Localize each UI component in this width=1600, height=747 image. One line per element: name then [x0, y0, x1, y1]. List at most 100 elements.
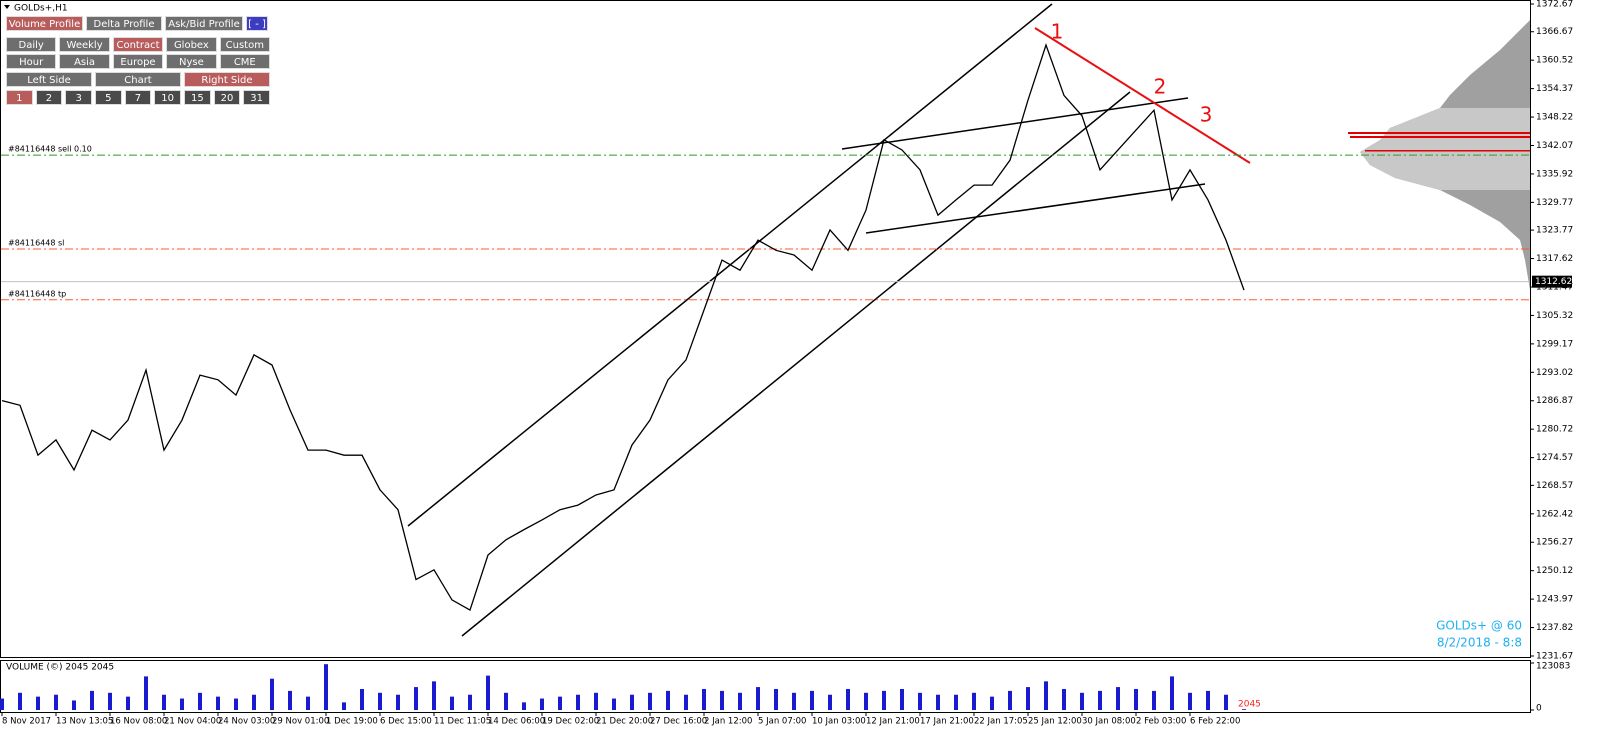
toolbar-button[interactable]: 7	[124, 90, 152, 105]
y-tick-label: 1329.77	[1536, 198, 1573, 208]
y-tick-label: 1250.12	[1536, 566, 1573, 576]
volume-bar	[396, 694, 400, 710]
y-tick-label: 1323.77	[1536, 226, 1573, 236]
x-tick-label: 30 Jan 08:00	[1082, 717, 1136, 727]
volume-bar	[504, 692, 508, 710]
y-tick-label: 1274.57	[1536, 453, 1573, 463]
volume-bar	[810, 690, 814, 710]
x-tick-label: 21 Dec 20:00	[596, 717, 653, 727]
volume-bar	[144, 676, 148, 710]
volume-bar	[1044, 681, 1048, 710]
toolbar-button[interactable]: Right Side	[184, 72, 270, 87]
volume-bar	[306, 696, 310, 710]
x-tick-label: 27 Dec 16:00	[650, 717, 707, 727]
volume-bar	[288, 690, 292, 710]
volume-bar	[216, 696, 220, 710]
toolbar-button[interactable]: Chart	[95, 72, 181, 87]
toolbar-button[interactable]: 10	[154, 90, 181, 105]
toolbar-button[interactable]: Daily	[6, 37, 57, 52]
x-tick-label: 10 Jan 03:00	[812, 717, 866, 727]
toolbar-button[interactable]: 1	[6, 90, 33, 105]
volume-bar	[198, 692, 202, 710]
x-tick-label: 25 Jan 12:00	[1028, 717, 1082, 727]
toolbar-button[interactable]: 5	[95, 90, 122, 105]
menu-triangle	[4, 5, 10, 9]
toolbar-button[interactable]: [ - ]	[246, 16, 268, 31]
y-tick-label: 1342.07	[1536, 141, 1573, 151]
toolbar-button[interactable]: Asia	[59, 54, 110, 69]
toolbar-button[interactable]: 31	[243, 90, 270, 105]
toolbar-button[interactable]: Custom	[219, 37, 270, 52]
volume-bar	[360, 688, 364, 710]
toolbar-button[interactable]: Hour	[6, 54, 57, 69]
toolbar-button[interactable]: Volume Profile	[6, 16, 83, 31]
volume-bar	[828, 694, 832, 710]
x-tick-label: 6 Dec 15:00	[380, 717, 432, 727]
toolbar-button[interactable]: Nyse	[166, 54, 217, 69]
y-tick-label: 1237.82	[1536, 623, 1573, 633]
volume-bar	[324, 664, 328, 710]
y-tick-label: 1280.72	[1536, 425, 1573, 435]
volume-bar	[486, 675, 490, 710]
toolbar-button[interactable]: 20	[213, 90, 241, 105]
x-tick-label: 2 Jan 12:00	[704, 717, 752, 727]
volume-bar	[918, 692, 922, 710]
volume-title: VOLUME (©) 2045 2045	[6, 663, 114, 673]
volume-bar	[936, 694, 940, 710]
volume-bar	[990, 696, 994, 710]
volume-bar	[702, 688, 706, 710]
volume-bar	[1224, 694, 1228, 710]
x-tick-label: 13 Nov 13:05	[56, 717, 113, 727]
current-price-label: 1312.62	[1535, 277, 1572, 287]
x-tick-label: 2 Feb 03:00	[1136, 717, 1186, 727]
x-tick-label: 24 Nov 03:00	[218, 717, 275, 727]
volume-bar	[414, 687, 418, 710]
x-tick-label: 5 Jan 07:00	[758, 717, 806, 727]
y-tick-label: 1256.27	[1536, 538, 1573, 548]
watermark: 8/2/2018 - 8:8	[1437, 636, 1522, 650]
y-tick-label: 1360.52	[1536, 56, 1573, 66]
volume-bar	[630, 694, 634, 710]
order-label: #84116448 sl	[8, 238, 64, 247]
volume-bar	[1098, 690, 1102, 710]
toolbar-button[interactable]: 3	[65, 90, 92, 105]
volume-bar	[0, 698, 4, 710]
toolbar-button[interactable]: Delta Profile	[86, 16, 162, 31]
chart-title: GOLDs+,H1	[14, 4, 68, 14]
volume-bar	[774, 688, 778, 710]
toolbar-button[interactable]: Left Side	[6, 72, 92, 87]
toolbar-button[interactable]: CME	[219, 54, 270, 69]
volume-bar	[432, 681, 436, 710]
volume-bar	[450, 696, 454, 710]
volume-bar	[468, 694, 472, 710]
volume-bar	[846, 688, 850, 710]
toolbar-button[interactable]: Contract	[112, 37, 164, 52]
toolbar-button[interactable]: 2	[35, 90, 63, 105]
volume-panel	[0, 660, 1531, 713]
volume-bar	[1116, 687, 1120, 710]
price-line	[1, 43, 1245, 612]
trend-lines	[407, 3, 1206, 637]
volume-bar	[720, 690, 724, 710]
y-tick-label: 1372.67	[1536, 0, 1573, 10]
toolbar-button[interactable]: Globex	[166, 37, 217, 52]
volume-bar	[1188, 692, 1192, 710]
volume-bar	[1062, 688, 1066, 710]
current-price-box	[1532, 275, 1572, 288]
volume-bar	[612, 698, 616, 710]
volume-bar	[522, 702, 526, 710]
toolbar-button[interactable]: Europe	[112, 54, 164, 69]
resistance-line	[1034, 27, 1251, 164]
toolbar-button[interactable]: Weekly	[59, 37, 110, 52]
toolbar-button[interactable]: Ask/Bid Profile	[165, 16, 243, 31]
order-label: #84116448 tp	[8, 289, 66, 298]
y-tick-label: 1262.42	[1536, 509, 1573, 519]
toolbar-button[interactable]: 15	[184, 90, 211, 105]
volume-bar	[1206, 690, 1210, 710]
volume-bar	[1134, 688, 1138, 710]
volume-bar	[36, 696, 40, 710]
wave-label: 3	[1200, 103, 1213, 127]
y-tick-label: 1231.67	[1536, 652, 1573, 662]
x-tick-label: 16 Nov 08:00	[110, 717, 167, 727]
